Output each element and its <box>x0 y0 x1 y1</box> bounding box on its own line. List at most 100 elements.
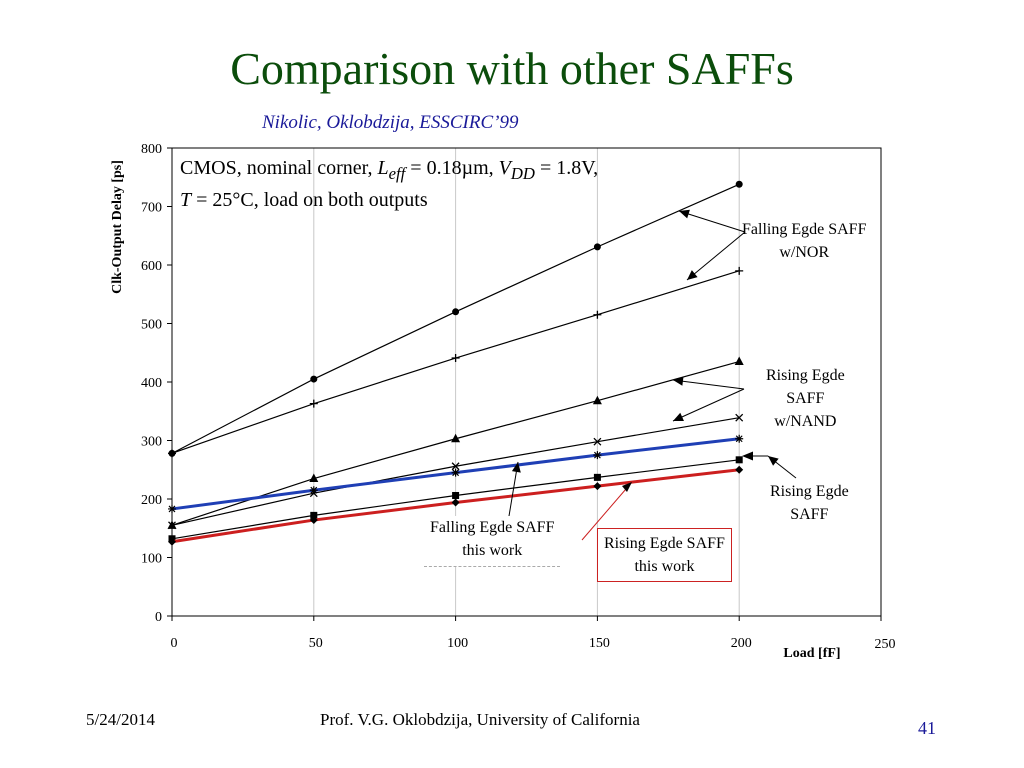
note-line2: = 25°C, load on both outputs <box>191 189 428 211</box>
note-line1-a: CMOS, nominal corner, <box>180 157 378 179</box>
label-rising: Rising Egde SAFF <box>770 480 849 526</box>
x-tick-label: 100 <box>447 636 468 651</box>
arrow-head <box>742 451 753 461</box>
slide-title: Comparison with other SAFFs <box>230 43 794 94</box>
data-point <box>451 468 460 477</box>
page-number: 41 <box>918 718 936 738</box>
vdd-symbol: V <box>498 157 511 179</box>
x-tick-label: 150 <box>589 636 610 651</box>
x-axis-label: Load [fF] <box>783 646 840 661</box>
data-point <box>735 180 743 188</box>
temp-symbol: T <box>180 189 192 211</box>
y-tick-label: 300 <box>141 435 162 450</box>
y-tick-label: 600 <box>141 259 162 274</box>
label-rising-line2: SAFF <box>790 506 829 523</box>
data-point <box>168 521 176 530</box>
data-point <box>168 449 176 458</box>
arrow-head <box>687 270 698 280</box>
data-point <box>310 511 318 519</box>
data-point <box>451 354 460 363</box>
arrow-head <box>679 209 690 219</box>
data-point <box>592 395 602 405</box>
note-line1-c: = 1.8V, <box>534 157 599 179</box>
label-rising-nand-line2: SAFF <box>786 390 825 407</box>
data-point <box>168 537 176 546</box>
footer-date: 5/24/2014 <box>86 710 155 729</box>
arrow-line <box>672 379 745 390</box>
data-point <box>593 451 602 460</box>
data-point <box>593 437 602 446</box>
x-tick-label: 200 <box>731 636 752 651</box>
label-falling-nor-line2: w/NOR <box>779 244 830 261</box>
arrow-line <box>678 210 746 233</box>
data-point <box>593 473 601 481</box>
arrow-head <box>511 462 521 473</box>
conditions-note: CMOS, nominal corner, Leff = 0.18µm, VDD… <box>180 155 598 214</box>
label-falling-nor-line1: Falling Egde SAFF <box>742 221 867 238</box>
data-point <box>735 465 744 474</box>
data-point <box>309 486 318 495</box>
arrow-line-red <box>581 481 633 541</box>
data-point <box>735 413 744 422</box>
y-axis-label: Clk-Output Delay [ps] <box>110 160 125 294</box>
label-falling-this-line2: this work <box>462 542 523 559</box>
data-point <box>168 504 176 513</box>
y-tick-label: 500 <box>141 318 162 333</box>
label-falling-this-work: Falling Egde SAFF this work <box>424 516 561 567</box>
series-4 <box>168 434 744 513</box>
annotation-arrows <box>507 209 797 541</box>
data-point <box>593 482 602 491</box>
data-point <box>309 473 319 483</box>
y-tick-label: 100 <box>141 552 162 567</box>
label-rising-nand-line1: Rising Egde <box>766 367 845 384</box>
arrow-head <box>673 376 684 386</box>
label-rising-this-line2: this work <box>634 558 695 575</box>
label-rising-nand: Rising Egde SAFF w/NAND <box>766 364 845 433</box>
arrow-head <box>768 456 779 466</box>
vdd-subscript: DD <box>510 164 535 183</box>
x-tick-label: 250 <box>875 637 896 652</box>
y-tick-label: 200 <box>141 493 162 508</box>
data-point <box>451 462 460 471</box>
data-point <box>309 516 318 525</box>
data-point <box>734 356 744 366</box>
series-group <box>167 180 744 546</box>
x-tick-label: 50 <box>309 636 323 651</box>
data-point <box>309 399 318 408</box>
data-point <box>735 434 744 443</box>
data-point <box>451 433 461 443</box>
label-rising-line1: Rising Egde <box>770 483 849 500</box>
data-point <box>452 491 460 499</box>
series-1 <box>168 266 744 458</box>
leff-subscript: eff <box>388 164 406 183</box>
data-point <box>593 243 601 251</box>
tick-labels: 0 100 200 300 400 500 600 700 800 0 50 100 150 200 250… <box>110 142 896 661</box>
x-tick-label: 0 <box>171 636 178 651</box>
arrow-line <box>507 461 519 523</box>
leff-symbol: L <box>377 157 389 179</box>
data-point <box>451 498 460 507</box>
y-tick-label: 700 <box>141 201 162 216</box>
y-tick-label: 0 <box>155 610 162 625</box>
data-point <box>593 310 602 319</box>
note-line1-b: = 0.18µm, <box>405 157 499 179</box>
label-rising-this-line1: Rising Egde SAFF <box>604 535 725 552</box>
data-point <box>310 375 318 383</box>
arrow-head <box>622 482 632 492</box>
axes <box>167 147 882 621</box>
series-6 <box>168 465 744 546</box>
y-tick-label: 800 <box>141 142 162 157</box>
footer-author: Prof. V.G. Oklobdzija, University of Cal… <box>320 710 640 729</box>
slide-subtitle: Nikolic, Oklobdzija, ESSCIRC’99 <box>262 112 519 133</box>
label-rising-this-work: Rising Egde SAFF this work <box>597 528 732 582</box>
label-rising-nand-line3: w/NAND <box>774 413 837 430</box>
label-falling-this-line1: Falling Egde SAFF <box>430 519 555 536</box>
arrow-head <box>673 412 684 421</box>
y-tick-label: 400 <box>141 376 162 391</box>
label-falling-nor: Falling Egde SAFF w/NOR <box>742 218 866 264</box>
arrow-line <box>686 231 746 281</box>
arrow-line <box>672 388 745 422</box>
data-point <box>735 456 743 464</box>
data-point <box>452 308 460 316</box>
